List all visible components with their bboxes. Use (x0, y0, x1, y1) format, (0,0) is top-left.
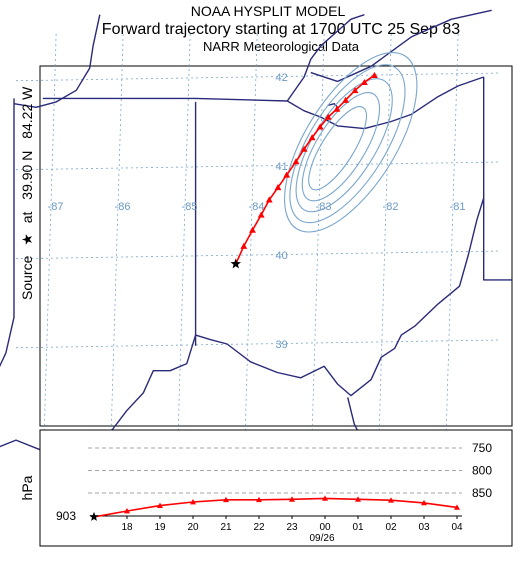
trajectory-marker (265, 196, 273, 203)
date-label: 09/26 (309, 533, 334, 544)
source-at: at (19, 212, 35, 224)
pressure-levels: 750 800 850 (88, 441, 492, 500)
parallel-line (15, 72, 499, 82)
source-prefix: Source (19, 255, 35, 300)
level-label: 750 (472, 441, 492, 455)
height-frame (39, 429, 513, 547)
x-tick-label: 03 (418, 522, 430, 533)
x-ticks: 18 19 20 21 22 23 00 01 02 03 04 (121, 516, 463, 533)
x-tick-label: 22 (253, 522, 265, 533)
source-star-icon: ★ (19, 233, 35, 246)
lon-label: -81 (450, 201, 466, 213)
y-axis-label: hPa (19, 475, 35, 500)
trajectory-marker (333, 105, 341, 112)
trajectory-marker (274, 183, 282, 191)
level-label: 800 (472, 464, 492, 478)
lat-label: 41 (276, 161, 288, 173)
height-marker (322, 495, 328, 501)
x-tick-label: 19 (154, 522, 166, 533)
trajectory-marker (324, 113, 332, 120)
trajectory-marker (316, 123, 324, 130)
contour-ring (308, 106, 367, 191)
source-label: Source ★ at 39.90 N 84.22 W (19, 86, 35, 300)
state-border-line (327, 103, 339, 108)
state-border-line (42, 97, 288, 102)
state-border-line (0, 98, 15, 368)
trajectory-marker (342, 96, 350, 103)
trajectory-marker (300, 145, 308, 152)
height-marker (388, 497, 394, 503)
source-star-icon (230, 258, 241, 269)
trajectory-marker (249, 226, 256, 233)
contour-ring (289, 64, 406, 224)
state-borders (0, 9, 512, 452)
trajectory-marker (308, 134, 316, 141)
lat-label: 40 (276, 250, 288, 262)
title-line1: NOAA HYSPLIT MODEL (191, 3, 346, 19)
trajectory-marker (361, 78, 368, 86)
trajectory-marker (283, 171, 291, 178)
height-marker (421, 499, 427, 506)
lat-label: 39 (276, 339, 288, 351)
state-border-line (13, 14, 101, 108)
title-line2: Forward trajectory starting at 1700 UTC … (102, 21, 460, 38)
x-tick-label: 00 (319, 522, 331, 533)
height-marker (157, 502, 163, 508)
x-tick-label: 04 (451, 522, 463, 533)
state-border-line (286, 76, 484, 130)
start-star-icon (89, 511, 99, 521)
lon-label: -83 (316, 201, 332, 213)
lon-label: -87 (48, 201, 64, 213)
lat-label: 42 (276, 72, 288, 84)
height-marker (454, 504, 460, 510)
x-tick-label: 23 (286, 522, 298, 533)
source-lat: 39.90 N (19, 151, 35, 200)
map-panel: 42 41 40 39 -87 -86 -85 -84 -83 -82 -81 (0, 9, 513, 452)
height-marker (289, 496, 295, 502)
trajectory-marker (351, 86, 359, 94)
height-marker (124, 508, 130, 514)
lon-label: -86 (115, 201, 131, 213)
contour-ring (301, 92, 381, 202)
lon-label: -82 (383, 201, 399, 213)
state-border-line (286, 14, 365, 102)
trajectory-marker (257, 211, 265, 218)
trajectory (230, 71, 378, 269)
height-series (89, 495, 460, 521)
lon-label: -84 (249, 201, 265, 213)
height-line (93, 497, 458, 518)
parallel-line (15, 161, 499, 171)
height-marker (190, 499, 196, 505)
height-marker (355, 496, 361, 502)
graticule (15, 32, 499, 451)
level-label: 850 (472, 486, 492, 500)
contour-ring (284, 51, 418, 233)
height-panel: hPa 750 800 850 18 19 20 21 22 23 00 01 02 03 04 09/… (19, 429, 513, 547)
x-tick-label: 21 (220, 522, 232, 533)
trajectory-marker (240, 242, 248, 249)
lon-label: -85 (182, 201, 198, 213)
x-tick-label: 20 (187, 522, 199, 533)
height-marker (223, 496, 229, 503)
parallel-line (15, 250, 499, 260)
graticule-labels: 42 41 40 39 -87 -86 -85 -84 -83 -82 -81 (48, 72, 466, 351)
title-line3: NARR Meteorological Data (203, 39, 360, 54)
state-border-line (483, 198, 512, 281)
x-tick-label: 01 (352, 522, 364, 533)
map-frame (39, 65, 513, 427)
height-marker (256, 496, 262, 503)
parallel-line (15, 339, 499, 349)
start-pressure-label: 903 (56, 509, 76, 523)
state-border-line (310, 9, 492, 83)
x-tick-label: 18 (121, 522, 133, 533)
x-tick-label: 02 (385, 522, 397, 533)
trajectory-marker (292, 158, 300, 165)
source-lon: 84.22 W (19, 86, 35, 139)
trajectory-marker (371, 71, 378, 78)
